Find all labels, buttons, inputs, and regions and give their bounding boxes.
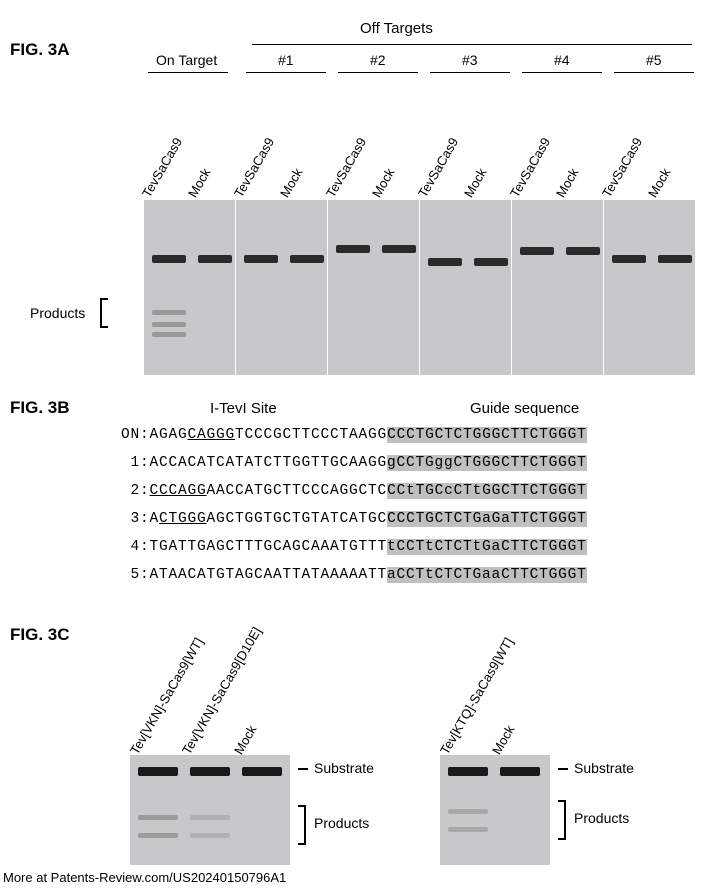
on-target-header: On Target <box>156 52 217 68</box>
seq-row: 2:CCCAGGAACCATGCTTCCCAGGCTCCCtTGCcCTtGGC… <box>108 483 587 499</box>
guide-header: Guide sequence <box>470 400 579 417</box>
gel3a-panel <box>236 200 328 375</box>
substrate-dash-left <box>298 768 308 770</box>
lane-label: Mock <box>277 166 306 200</box>
fig3c-label: FIG. 3C <box>10 625 70 645</box>
product-band <box>138 815 178 820</box>
product-band <box>152 310 186 315</box>
substrate-label-right: Substrate <box>574 760 634 776</box>
seq-row: 4:TGATTGAGCTTTGCAGCAAATGTTTtCCTtCTCTtGaC… <box>108 539 587 555</box>
gel3a-panel <box>604 200 696 375</box>
on-target-line <box>148 72 228 73</box>
lane-label: Mock <box>369 166 398 200</box>
gel3a-panel <box>144 200 236 375</box>
product-band <box>152 322 186 327</box>
itevi-header: I-TevI Site <box>210 400 277 417</box>
gel-band <box>566 247 600 255</box>
lane-label: TevSaCas9 <box>507 135 553 200</box>
gel-band <box>198 255 232 263</box>
product-band <box>138 833 178 838</box>
substrate-label-left: Substrate <box>314 760 374 776</box>
lane3c-left-2: Mock <box>231 723 260 757</box>
off-targets-label: Off Targets <box>360 20 433 37</box>
gel-band <box>382 245 416 253</box>
col5-line <box>614 72 694 73</box>
product-band <box>152 332 186 337</box>
products-bracket-left <box>298 805 306 845</box>
gel-band <box>290 255 324 263</box>
substrate-band <box>190 767 230 776</box>
seq-row: 1:ACCACATCATATCTTGGTTGCAAGGgCCTGggCTGGGC… <box>108 455 587 471</box>
gel-band <box>152 255 186 263</box>
gel3c-right <box>440 755 550 865</box>
gel-band <box>474 258 508 266</box>
products-bracket-3a <box>100 298 108 328</box>
gel3a-panel <box>420 200 512 375</box>
seq-row: ON:AGAGCAGGGTCCCGCTTCCCTAAGGCCCTGCTCTGGG… <box>108 427 587 443</box>
off-targets-line <box>252 44 692 45</box>
product-band <box>190 833 230 838</box>
substrate-band <box>138 767 178 776</box>
lane-label: TevSaCas9 <box>231 135 277 200</box>
col3-num: #3 <box>462 52 478 68</box>
gel-band <box>658 255 692 263</box>
gel3a-panel <box>328 200 420 375</box>
seq-row: 3:ACTGGGAGCTGGTGCTGTATCATGCCCCTGCTCTGaGa… <box>108 511 587 527</box>
products-label-right: Products <box>574 810 629 826</box>
gel3c-left <box>130 755 290 865</box>
substrate-dash-right <box>558 768 568 770</box>
col3-line <box>430 72 510 73</box>
gel-band <box>428 258 462 266</box>
lane-label: Mock <box>185 166 214 200</box>
lane-label: TevSaCas9 <box>323 135 369 200</box>
lane-label: TevSaCas9 <box>139 135 185 200</box>
fig3a-label: FIG. 3A <box>10 40 70 60</box>
col4-line <box>522 72 602 73</box>
substrate-band <box>500 767 540 776</box>
gel-band <box>244 255 278 263</box>
lane3c-right-1: Mock <box>489 723 518 757</box>
gel-band <box>612 255 646 263</box>
product-band <box>448 809 488 814</box>
gel-band <box>336 245 370 253</box>
col1-line <box>246 72 326 73</box>
lane-label: Mock <box>461 166 490 200</box>
products-bracket-right <box>558 800 566 840</box>
gel3a-panel <box>512 200 604 375</box>
products-label-3a: Products <box>30 305 85 321</box>
product-band <box>190 815 230 820</box>
lane-label: Mock <box>645 166 674 200</box>
gel-band <box>520 247 554 255</box>
col2-num: #2 <box>370 52 386 68</box>
col4-num: #4 <box>554 52 570 68</box>
substrate-band <box>448 767 488 776</box>
lane-label: Mock <box>553 166 582 200</box>
lane-label: TevSaCas9 <box>415 135 461 200</box>
lane-label: TevSaCas9 <box>599 135 645 200</box>
col5-num: #5 <box>646 52 662 68</box>
substrate-band <box>242 767 282 776</box>
seq-row: 5:ATAACATGTAGCAATTATAAAAATTaCCTtCTCTGaaC… <box>108 567 587 583</box>
col2-line <box>338 72 418 73</box>
products-label-left: Products <box>314 815 369 831</box>
footer-text: More at Patents-Review.com/US20240150796… <box>3 870 286 885</box>
fig3b-label: FIG. 3B <box>10 398 70 418</box>
product-band <box>448 827 488 832</box>
col1-num: #1 <box>278 52 294 68</box>
